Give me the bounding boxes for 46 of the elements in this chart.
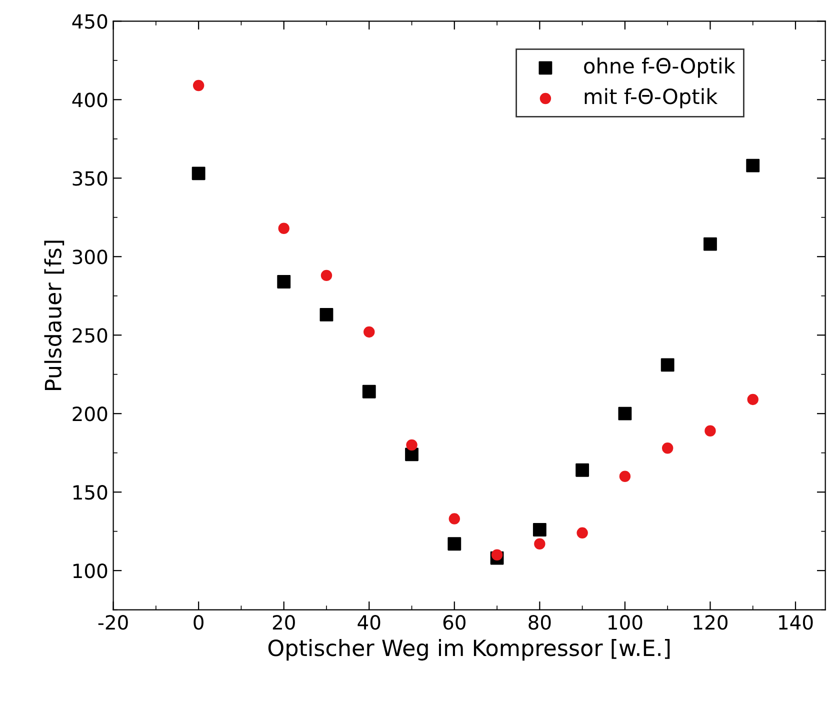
- x-tick-label: 140: [779, 615, 813, 630]
- x-tick-label: -20: [98, 615, 128, 630]
- point: [704, 425, 716, 436]
- point: [448, 513, 460, 524]
- legend-label: ohne f-Θ-Optik: [584, 58, 736, 78]
- x-tick-label: 120: [694, 615, 728, 630]
- point: [277, 275, 291, 288]
- point: [660, 358, 674, 372]
- x-tick-label: 80: [528, 615, 551, 630]
- point: [320, 308, 334, 322]
- x-tick-label: 20: [272, 615, 295, 630]
- point: [746, 158, 760, 172]
- y-axis-title: Pulsdauer [fs]: [44, 240, 64, 390]
- y-tick-label: 450: [72, 14, 108, 29]
- point: [618, 406, 632, 420]
- point: [405, 448, 418, 462]
- point: [576, 527, 588, 539]
- y-tick-label: 150: [73, 485, 108, 500]
- point: [747, 394, 758, 406]
- legend-label: mit f-Θ-Optik: [584, 88, 718, 108]
- point: [576, 463, 590, 477]
- point: [320, 270, 332, 282]
- point: [192, 80, 204, 92]
- y-tick-label: 400: [72, 92, 108, 108]
- y-tick-label: 300: [72, 250, 108, 264]
- point: [491, 549, 503, 560]
- point: [364, 326, 375, 338]
- point: [362, 384, 376, 398]
- y-tick-label: 100: [73, 564, 108, 578]
- x-tick-label: 0: [194, 615, 204, 630]
- x-axis-title: Optischer Weg im Kompressor [w.E.]: [268, 639, 670, 661]
- point: [619, 470, 631, 482]
- x-tick-label: 40: [358, 615, 380, 630]
- y-tick-label: 200: [72, 406, 108, 422]
- point: [278, 222, 290, 234]
- point: [704, 237, 717, 251]
- point: [448, 537, 462, 551]
- point: [532, 523, 546, 536]
- x-tick-label: 60: [443, 615, 466, 630]
- point: [662, 442, 674, 454]
- point: [192, 166, 206, 180]
- y-tick-label: 350: [72, 171, 108, 186]
- x-tick-label: 100: [608, 615, 642, 630]
- point: [534, 538, 546, 550]
- y-tick-label: 250: [72, 328, 108, 343]
- point: [406, 439, 418, 451]
